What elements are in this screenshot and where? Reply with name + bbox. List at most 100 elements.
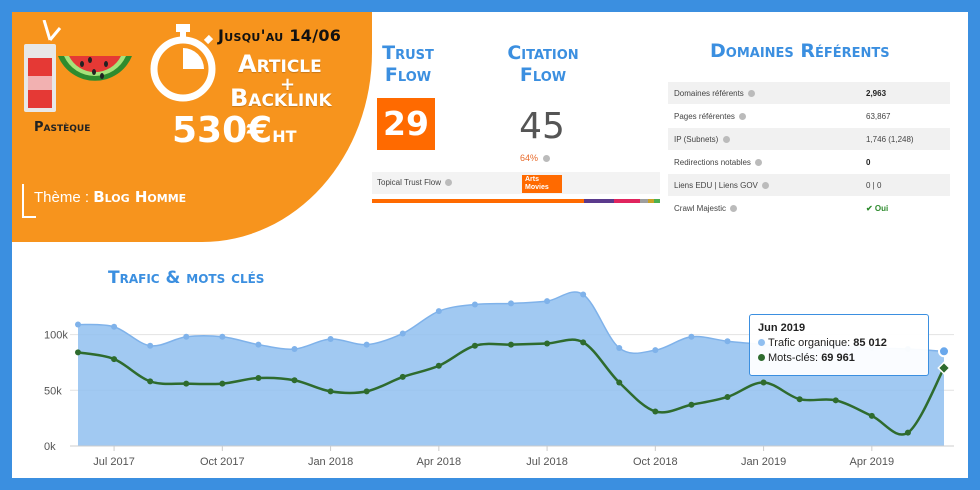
theme-line: Thème : Blog Homme [22, 184, 186, 218]
keywords-point [255, 375, 262, 382]
tooltip-title: Jun 2019 [758, 322, 806, 334]
domaines-row-label: Pages référentes [674, 112, 747, 121]
info-icon[interactable] [445, 179, 453, 186]
keywords-point [652, 408, 659, 415]
keywords-point [724, 393, 731, 400]
traffic-area [78, 291, 944, 446]
topical-badge: Arts Movies [522, 175, 562, 193]
keywords-point [616, 379, 623, 386]
domaines-row-label: Redirections notables [674, 158, 763, 167]
keywords-point [904, 429, 911, 436]
keywords-point [219, 380, 226, 387]
domaines-row: IP (Subnets) 1,746 (1,248) [668, 128, 950, 151]
traffic-point [688, 333, 695, 340]
keywords-point [147, 378, 154, 385]
domaines-row: Crawl Majestic ✔ Oui [668, 197, 950, 220]
x-tick-label: Jan 2018 [308, 456, 353, 468]
promo-price-unit: HT [272, 127, 297, 146]
promo-price: 530€HT [172, 110, 297, 151]
keywords-point [399, 373, 406, 380]
flavor-label: Pastèque [34, 120, 91, 135]
info-icon[interactable] [739, 113, 747, 120]
tooltip-traffic-value: 85 012 [853, 337, 887, 349]
traffic-point [291, 346, 298, 353]
domaines-row-label: IP (Subnets) [674, 135, 730, 144]
watermelon-icon [58, 56, 132, 81]
info-icon[interactable] [722, 136, 730, 143]
tooltip-keywords-value: 69 961 [821, 352, 855, 364]
traffic-point [544, 298, 551, 305]
domaines-row-label: Crawl Majestic [674, 204, 738, 213]
topical-bar-segment [648, 199, 654, 203]
promo-backlink: Backlink [230, 84, 332, 112]
chart-tooltip: Jun 2019 Trafic organique: 85 012 Mots-c… [749, 314, 929, 376]
info-icon[interactable] [730, 205, 738, 212]
x-tick-label: Jul 2017 [93, 456, 135, 468]
info-icon[interactable] [755, 159, 763, 166]
traffic-point [508, 300, 514, 307]
citation-flow-title: Citation Flow [488, 42, 598, 86]
tooltip-line-traffic: Trafic organique: 85 012 [758, 336, 920, 351]
topical-badge-line1: Arts [525, 176, 540, 183]
x-tick-label: Jan 2019 [741, 456, 786, 468]
keywords-point [796, 396, 803, 403]
traffic-point [616, 344, 623, 351]
info-icon[interactable] [542, 155, 550, 162]
traffic-point [183, 333, 190, 340]
domaines-row: Pages référentes 63,867 [668, 105, 950, 128]
promo-banner: Jusqu'au 14/06 Article + Backlink 530€HT… [12, 12, 372, 242]
keywords-point [111, 356, 118, 363]
keywords-point [937, 361, 951, 375]
keywords-point [291, 377, 298, 384]
topical-bar-segment [640, 199, 648, 203]
promo-date: Jusqu'au 14/06 [218, 26, 342, 45]
keywords-point [435, 362, 442, 369]
traffic-point [327, 336, 334, 343]
domaines-row-value: 2,963 [866, 89, 887, 98]
topical-trust-flow-row: Topical Trust Flow Arts Movies [372, 172, 660, 194]
domaines-row-value: 1,746 (1,248) [866, 135, 914, 144]
x-tick-label: Oct 2017 [200, 456, 245, 468]
traffic-point [580, 291, 587, 298]
domaines-row: Redirections notables 0 [668, 151, 950, 174]
citation-flow-percent: 64% [520, 153, 550, 163]
domaines-row-value: 0 | 0 [866, 181, 882, 190]
info-icon[interactable] [762, 182, 770, 189]
chart-title: Trafic & mots clés [108, 268, 265, 288]
x-tick-label: Jul 2018 [526, 456, 568, 468]
keywords-point [544, 340, 551, 347]
traffic-point [652, 347, 659, 354]
keywords-dot-icon [758, 354, 765, 361]
domaines-row: Liens EDU | Liens GOV 0 | 0 [668, 174, 950, 197]
topical-color-bar [372, 199, 660, 203]
topical-bar-segment [654, 199, 660, 203]
keywords-point [760, 379, 767, 386]
y-tick-label: 0k [44, 441, 56, 453]
info-icon[interactable] [748, 90, 756, 97]
domaines-row-value: 0 [866, 158, 871, 167]
topical-badge-line2: Movies [525, 184, 549, 191]
keywords-point [183, 380, 190, 387]
promo-article: Article [238, 50, 322, 78]
topical-bar-segment [584, 199, 614, 203]
topical-bar-segment [372, 199, 584, 203]
tooltip-line-keywords: Mots-clés: 69 961 [758, 351, 920, 366]
traffic-point [75, 321, 81, 328]
trust-flow-title-line2: Flow [384, 64, 432, 86]
keywords-point [832, 397, 839, 404]
tooltip-traffic-label: Trafic organique: [768, 337, 851, 349]
traffic-point [938, 345, 950, 358]
domaines-row-label: Domaines référents [674, 89, 756, 98]
keywords-point [363, 388, 370, 395]
traffic-point [363, 341, 370, 348]
keywords-point [508, 341, 514, 348]
keywords-point [580, 339, 587, 346]
domaines-row-value: ✔ Oui [866, 204, 889, 213]
trust-flow-value: 29 [377, 98, 435, 150]
x-tick-label: Apr 2018 [417, 456, 462, 468]
traffic-point [255, 341, 262, 348]
traffic-dot-icon [758, 339, 765, 346]
topical-trust-flow-label: Topical Trust Flow [377, 178, 453, 187]
keywords-point [471, 342, 478, 349]
promo-plus: + [280, 74, 296, 95]
